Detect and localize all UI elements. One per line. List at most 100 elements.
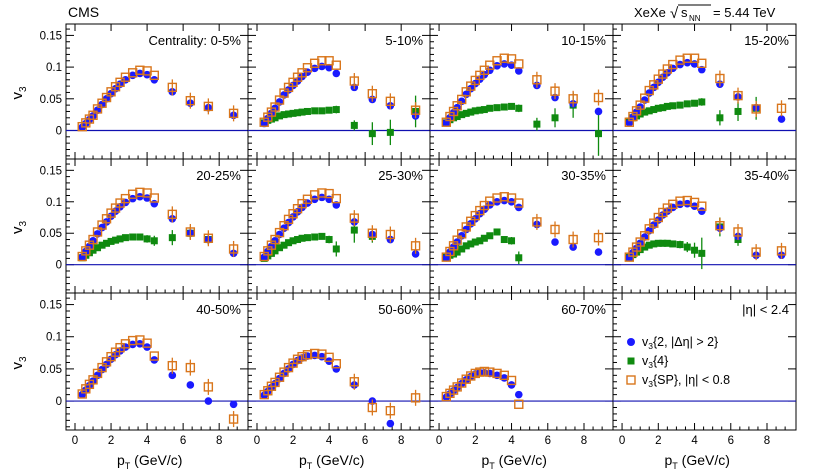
panel-4: 15-20% — [612, 23, 797, 160]
sp-point — [167, 82, 178, 93]
sp-point — [135, 187, 145, 198]
v4-point — [453, 248, 461, 256]
legend-entry-1: v3{2, |Δη| > 2} — [642, 335, 718, 351]
v4-point — [486, 232, 494, 240]
sp-point — [349, 213, 360, 223]
sp-point — [324, 188, 334, 199]
y-axis-title-main: v — [9, 362, 26, 370]
energy-value-label: = 5.44 TeV — [713, 5, 776, 20]
sp-point — [506, 193, 517, 203]
y-axis-title: v3 — [9, 86, 29, 100]
v2-point — [594, 107, 603, 116]
legend-entry-sub: 3 — [648, 379, 653, 389]
v4-point — [476, 237, 484, 245]
x-tick-label: 2 — [108, 435, 114, 447]
v4-point — [271, 114, 279, 122]
v4-point — [285, 239, 293, 247]
v4-point — [471, 238, 479, 246]
y-axis-title: v3 — [9, 356, 29, 370]
v4-point — [332, 245, 340, 253]
x-tick-label: 4 — [691, 435, 698, 447]
sp-point — [385, 96, 396, 107]
v4-point — [386, 128, 394, 136]
v4-point — [98, 241, 106, 249]
y-axis-title: v3 — [9, 221, 29, 235]
v4-point — [89, 246, 97, 254]
sp-point — [499, 192, 509, 202]
sp-point — [228, 244, 239, 254]
sp-point — [385, 229, 396, 240]
x-axis-title-sub: T — [672, 461, 678, 471]
sp-point — [499, 370, 509, 381]
legend-entry-main: v — [642, 373, 649, 387]
sp-point — [485, 196, 495, 206]
v4-point — [663, 102, 671, 110]
v2-point — [386, 419, 395, 428]
sp-point — [485, 367, 495, 377]
sp-point — [751, 104, 761, 114]
energy-nn-subscript: NN — [689, 14, 701, 23]
v4-point — [467, 108, 475, 116]
v2-point — [640, 233, 649, 241]
sp-point — [410, 105, 421, 115]
sp-point — [751, 247, 761, 257]
sp-point — [715, 220, 725, 231]
sp-point — [228, 414, 239, 424]
legend-entry-3: v3{SP}, |η| < 0.8 — [642, 373, 730, 389]
v4-point — [500, 103, 508, 111]
v4-point — [467, 240, 475, 248]
panel-10: 0 2 4 6 8 50-60% — [247, 292, 431, 447]
v4-point — [663, 239, 671, 247]
sp-point — [675, 196, 685, 206]
x-tick-label: 2 — [472, 435, 478, 447]
v4-point — [116, 235, 124, 243]
v4-point — [311, 107, 319, 115]
v4-point — [276, 112, 284, 120]
sp-point — [568, 234, 578, 245]
v4-point — [669, 102, 677, 110]
sp-point — [324, 352, 334, 363]
sp-point — [715, 73, 725, 84]
x-axis-title-main: p — [482, 452, 490, 468]
panel-label: 25-30% — [378, 168, 423, 183]
sp-point — [367, 89, 378, 99]
x-tick-label: 2 — [655, 435, 661, 447]
v4-point — [303, 234, 311, 242]
sp-point — [127, 68, 138, 78]
v4-point — [595, 130, 603, 138]
sp-point — [149, 193, 159, 203]
v4-point — [734, 107, 742, 115]
x-tick-label: 4 — [326, 435, 333, 447]
sp-point — [668, 199, 678, 209]
v4-point — [486, 104, 494, 112]
sp-point — [733, 227, 743, 237]
sp-point — [479, 65, 490, 75]
v4-point — [294, 109, 302, 117]
sp-point — [185, 227, 196, 237]
legend-entry-main: v — [642, 354, 649, 368]
v4-point — [650, 240, 658, 248]
sp-point — [682, 195, 692, 206]
sp-point — [331, 193, 341, 204]
sp-point — [697, 201, 707, 211]
v4-point — [650, 106, 658, 114]
v2-point — [551, 238, 559, 246]
panel-label: 40-50% — [196, 302, 241, 317]
v2-point — [136, 69, 144, 78]
sp-point — [550, 86, 560, 96]
panel-label: 20-25% — [196, 168, 241, 183]
x-tick-label: 6 — [180, 435, 186, 447]
x-axis-title-units: (GeV/c) — [312, 452, 364, 468]
sp-point — [127, 189, 138, 199]
y-tick-label: 0.15 — [40, 165, 62, 177]
v4-point — [350, 121, 358, 129]
v4-point — [368, 130, 376, 138]
v4-point — [303, 107, 311, 115]
panel-grid: 0 0.05 0.1 0.15 Centrality: 0-5% 5-10% 10-15% 1… — [40, 23, 797, 447]
sp-point — [492, 368, 502, 379]
y-tick-label: 0 — [56, 260, 62, 272]
v2-point — [594, 248, 603, 256]
v2-point — [514, 67, 523, 75]
panel-11: 0 2 4 6 8 60-70% — [429, 292, 614, 447]
sp-point — [297, 351, 307, 362]
